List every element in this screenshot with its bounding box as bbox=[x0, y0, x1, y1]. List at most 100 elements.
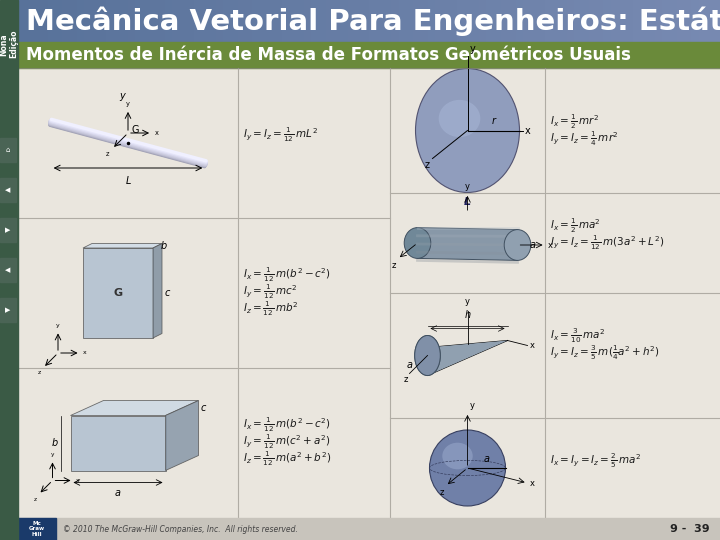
Bar bbox=[279, 0, 280, 42]
Bar bbox=[134, 0, 135, 42]
Bar bbox=[458, 0, 459, 42]
Bar bbox=[602, 0, 603, 42]
Bar bbox=[187, 0, 188, 42]
Bar bbox=[500, 0, 501, 42]
Bar bbox=[136, 0, 137, 42]
Bar bbox=[205, 0, 206, 42]
Bar bbox=[393, 0, 394, 42]
Ellipse shape bbox=[415, 335, 441, 375]
Bar bbox=[688, 0, 689, 42]
Bar bbox=[437, 0, 438, 42]
Text: y: y bbox=[469, 401, 474, 410]
Bar bbox=[408, 0, 409, 42]
Text: y: y bbox=[56, 323, 60, 328]
Bar bbox=[465, 0, 466, 42]
Bar bbox=[328, 0, 329, 42]
Bar bbox=[690, 0, 691, 42]
Bar bbox=[331, 0, 332, 42]
Bar bbox=[102, 0, 103, 42]
Bar bbox=[545, 68, 720, 193]
Bar bbox=[188, 0, 189, 42]
Bar bbox=[491, 0, 492, 42]
Bar bbox=[246, 0, 247, 42]
Text: x: x bbox=[76, 478, 79, 483]
Bar bbox=[81, 0, 82, 42]
Bar bbox=[303, 0, 304, 42]
Bar bbox=[18, 218, 238, 368]
Bar bbox=[604, 0, 605, 42]
Bar bbox=[55, 0, 56, 42]
Bar bbox=[498, 0, 499, 42]
Bar bbox=[374, 0, 375, 42]
Bar bbox=[54, 0, 55, 42]
Bar bbox=[321, 0, 322, 42]
Bar bbox=[619, 0, 620, 42]
Bar bbox=[411, 0, 412, 42]
Bar bbox=[73, 0, 74, 42]
Bar bbox=[380, 0, 381, 42]
Bar bbox=[554, 0, 555, 42]
Bar bbox=[338, 0, 339, 42]
Bar bbox=[387, 0, 388, 42]
Text: c: c bbox=[200, 403, 206, 413]
Bar bbox=[186, 0, 187, 42]
Bar bbox=[553, 0, 554, 42]
Bar bbox=[697, 0, 698, 42]
Bar bbox=[677, 0, 678, 42]
Bar bbox=[52, 0, 53, 42]
Bar bbox=[97, 0, 98, 42]
Bar bbox=[98, 0, 99, 42]
Bar bbox=[564, 0, 565, 42]
Bar bbox=[125, 0, 126, 42]
Bar bbox=[299, 0, 300, 42]
Bar bbox=[371, 0, 372, 42]
Bar bbox=[547, 0, 548, 42]
Bar bbox=[627, 0, 628, 42]
Bar bbox=[62, 0, 63, 42]
Bar bbox=[120, 0, 121, 42]
Bar bbox=[221, 0, 222, 42]
Bar bbox=[70, 0, 71, 42]
Text: z: z bbox=[37, 370, 41, 375]
Bar bbox=[715, 0, 716, 42]
Bar bbox=[665, 0, 666, 42]
Bar bbox=[132, 0, 133, 42]
Bar bbox=[543, 0, 544, 42]
Bar bbox=[249, 0, 250, 42]
Bar bbox=[183, 0, 184, 42]
Bar bbox=[259, 0, 260, 42]
Bar bbox=[618, 0, 619, 42]
Text: x: x bbox=[83, 350, 86, 355]
Text: $I_y = I_z = \frac{1}{12}\,m(3a^2+L^2)$: $I_y = I_z = \frac{1}{12}\,m(3a^2+L^2)$ bbox=[550, 234, 665, 252]
Bar bbox=[21, 0, 22, 42]
Bar bbox=[403, 0, 404, 42]
Bar bbox=[238, 68, 390, 218]
Bar bbox=[449, 0, 450, 42]
Bar bbox=[545, 0, 546, 42]
Bar bbox=[141, 0, 142, 42]
Bar bbox=[537, 0, 538, 42]
Bar bbox=[497, 0, 498, 42]
Text: a: a bbox=[529, 240, 536, 250]
Bar bbox=[470, 0, 471, 42]
Bar bbox=[33, 0, 34, 42]
Bar bbox=[90, 0, 91, 42]
Bar bbox=[404, 0, 405, 42]
Text: z: z bbox=[403, 375, 408, 384]
Bar bbox=[432, 0, 433, 42]
Bar bbox=[304, 0, 305, 42]
Bar bbox=[257, 0, 258, 42]
Bar bbox=[122, 0, 123, 42]
Bar bbox=[711, 0, 712, 42]
Bar bbox=[670, 0, 671, 42]
Bar bbox=[71, 0, 72, 42]
Bar bbox=[420, 0, 421, 42]
Bar bbox=[390, 293, 545, 418]
Bar bbox=[124, 0, 125, 42]
Bar bbox=[18, 518, 56, 540]
Bar bbox=[332, 0, 333, 42]
Bar bbox=[471, 0, 472, 42]
Bar bbox=[359, 0, 360, 42]
Bar bbox=[508, 0, 509, 42]
Text: $I_x = \frac{1}{2}\,ma^2$: $I_x = \frac{1}{2}\,ma^2$ bbox=[550, 217, 600, 235]
